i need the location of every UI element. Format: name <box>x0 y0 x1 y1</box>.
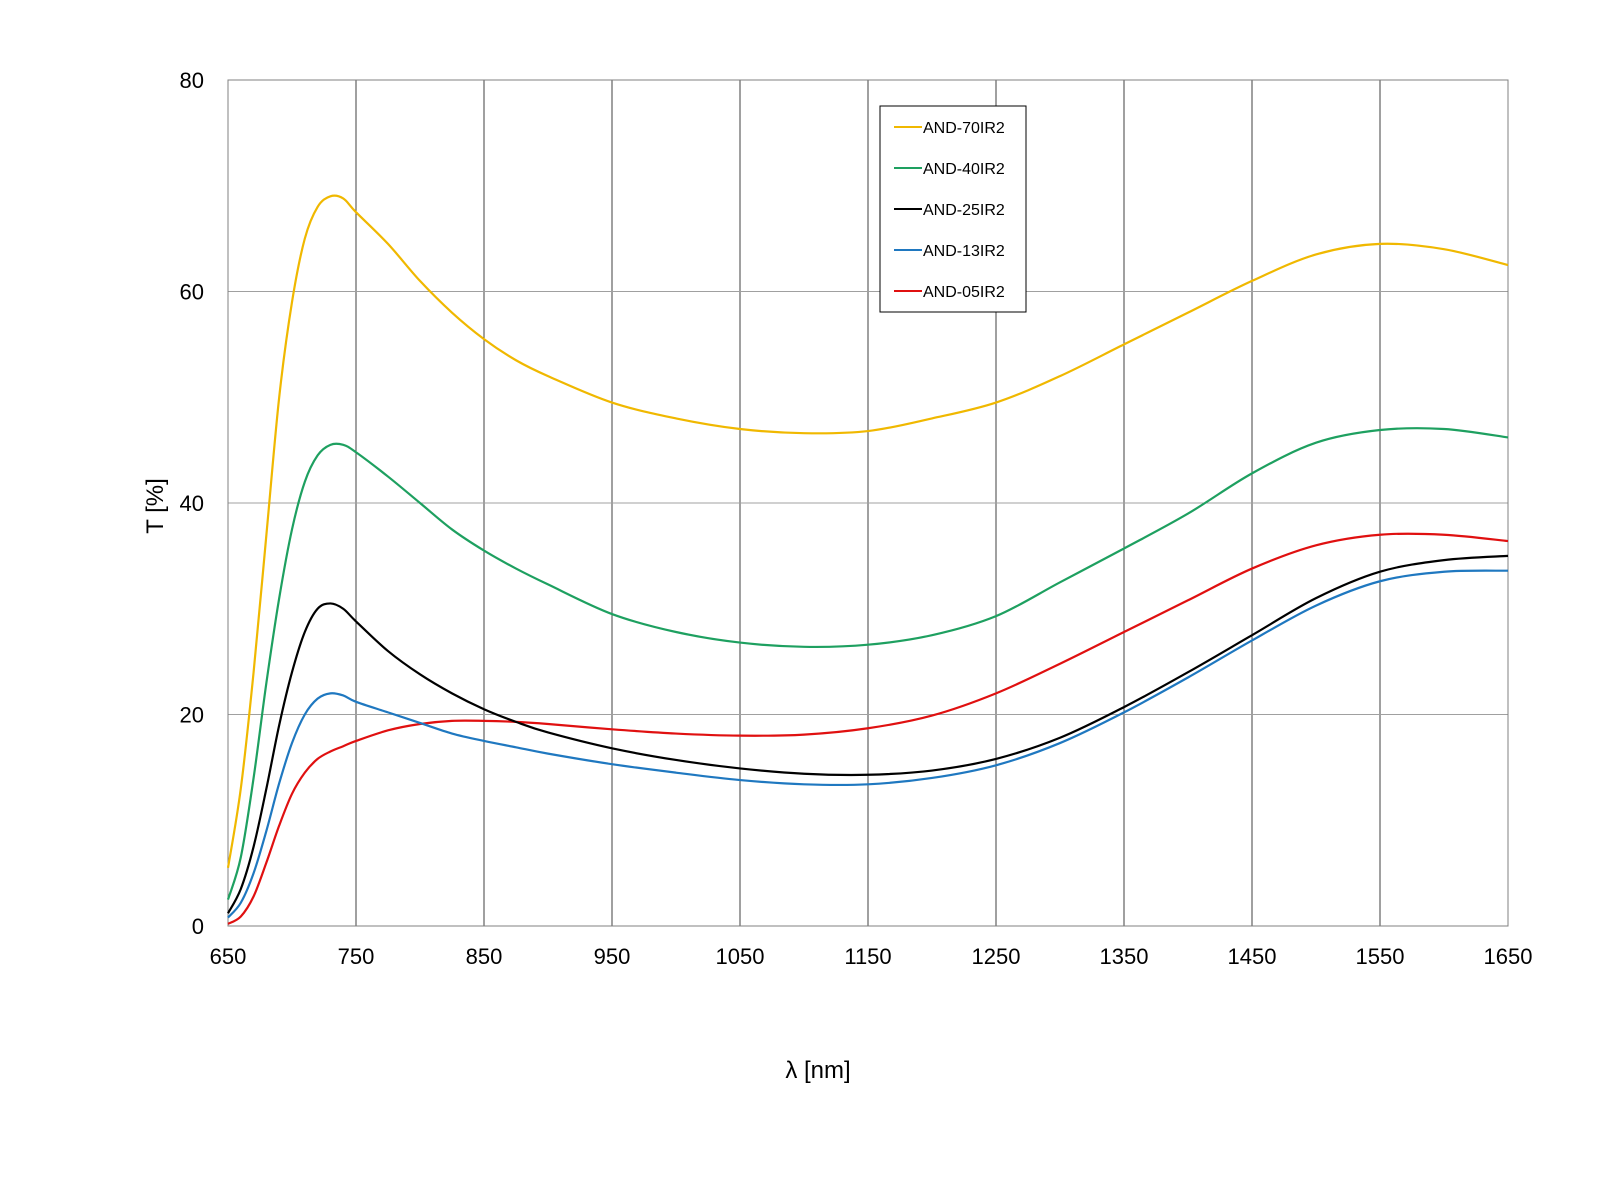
series-lines <box>226 194 1509 925</box>
x-axis-title: λ [nm] <box>785 1057 850 1084</box>
y-tick-label: 60 <box>180 280 204 305</box>
legend-label: AND-40IR2 <box>923 161 1005 178</box>
series-line-and-13ir2 <box>227 569 1509 919</box>
x-tick-label: 650 <box>210 944 247 969</box>
plot-frame <box>227 79 1509 927</box>
y-axis-title: T [%] <box>142 478 169 534</box>
x-axis-ticks: 650 750 850 950 1050 1150 1250 1350 1450 1550 1650 <box>210 944 1533 969</box>
y-tick-label: 40 <box>180 491 204 516</box>
y-tick-label: 20 <box>180 703 204 728</box>
x-tick-label: 1650 <box>1484 944 1533 969</box>
y-axis-ticks: 0 20 40 60 80 <box>180 68 204 939</box>
x-tick-label: 950 <box>594 944 631 969</box>
x-tick-label: 1250 <box>972 944 1021 969</box>
legend: AND-70IR2 AND-40IR2 AND-25IR2 AND-13IR2 AND-… <box>879 105 1027 313</box>
x-tick-label: 1450 <box>1228 944 1277 969</box>
y-tick-label: 80 <box>180 68 204 93</box>
legend-label: AND-13IR2 <box>923 243 1005 260</box>
x-tick-label: 1050 <box>716 944 765 969</box>
series-line-and-05ir2 <box>227 532 1509 925</box>
series-line-and-40ir2 <box>226 427 1509 900</box>
x-tick-label: 750 <box>338 944 375 969</box>
x-tick-label: 1550 <box>1356 944 1405 969</box>
series-line-and-25ir2 <box>227 554 1509 914</box>
series-line-and-70ir2 <box>226 194 1509 869</box>
legend-label: AND-25IR2 <box>923 202 1005 219</box>
legend-label: AND-05IR2 <box>923 284 1005 301</box>
x-tick-label: 1150 <box>844 944 891 969</box>
x-tick-label: 850 <box>466 944 503 969</box>
y-tick-label: 0 <box>192 914 204 939</box>
legend-label: AND-70IR2 <box>923 120 1005 137</box>
x-tick-label: 1350 <box>1100 944 1149 969</box>
